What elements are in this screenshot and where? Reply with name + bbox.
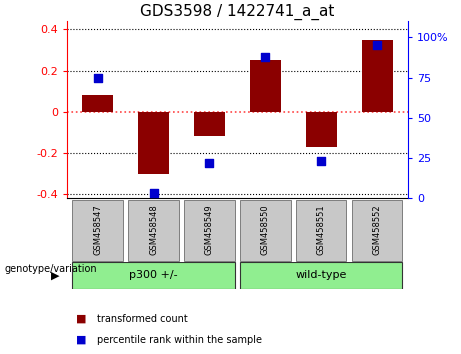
Text: GSM458551: GSM458551 [317, 205, 326, 256]
Bar [194, 112, 225, 137]
Bar [138, 112, 169, 173]
Text: p300 +/-: p300 +/- [129, 270, 178, 280]
Text: genotype/variation: genotype/variation [5, 264, 97, 274]
Text: GSM458549: GSM458549 [205, 205, 214, 256]
Point [262, 54, 269, 59]
Point [94, 75, 101, 80]
Text: GSM458550: GSM458550 [261, 205, 270, 256]
Bar [72, 200, 123, 261]
Text: GSM458547: GSM458547 [93, 205, 102, 256]
Bar [184, 200, 235, 261]
Text: transformed count: transformed count [97, 314, 188, 324]
Bar [362, 40, 393, 112]
Bar [296, 200, 347, 261]
Bar [240, 262, 402, 289]
Point [373, 42, 381, 48]
Bar [72, 262, 235, 289]
Bar [306, 112, 337, 147]
Point [206, 160, 213, 166]
Text: ▶: ▶ [51, 270, 59, 280]
Text: ■: ■ [76, 314, 87, 324]
Text: ■: ■ [76, 335, 87, 345]
Text: GSM458548: GSM458548 [149, 205, 158, 256]
Point [318, 158, 325, 164]
Bar [352, 200, 402, 261]
Bar [240, 200, 290, 261]
Bar [82, 95, 113, 112]
Bar [128, 200, 179, 261]
Text: wild-type: wild-type [296, 270, 347, 280]
Bar [250, 60, 281, 112]
Point [150, 190, 157, 196]
Title: GDS3598 / 1422741_a_at: GDS3598 / 1422741_a_at [140, 4, 335, 20]
Text: GSM458552: GSM458552 [373, 205, 382, 256]
Text: percentile rank within the sample: percentile rank within the sample [97, 335, 262, 345]
